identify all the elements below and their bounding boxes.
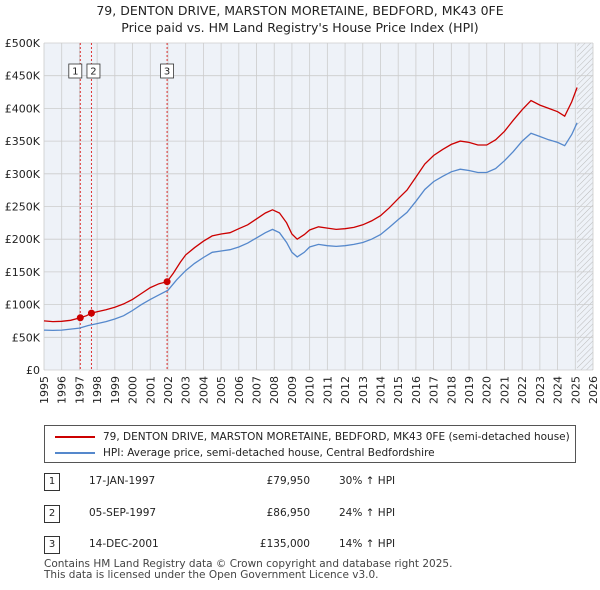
annotation-label: 3 <box>164 67 170 78</box>
table-row: 3 14-DEC-2001 £135,000 14% ↑ HPI <box>44 536 464 556</box>
y-tick-label: £450K <box>5 70 41 83</box>
annotation-box <box>68 63 83 79</box>
x-tick-label: 2004 <box>197 376 210 404</box>
x-tick-label: 2021 <box>498 376 511 404</box>
y-tick-label: £150K <box>5 266 41 279</box>
transaction-date: 17-JAN-1997 <box>89 475 156 487</box>
x-tick-label: 2010 <box>304 376 317 404</box>
x-tick-label: 1998 <box>91 376 104 404</box>
footer-attribution: Contains HM Land Registry data © Crown c… <box>44 559 452 581</box>
transaction-number: 2 <box>44 505 60 523</box>
x-tick-label: 2003 <box>180 376 193 404</box>
transaction-hpi: 24% ↑ HPI <box>339 507 396 519</box>
transaction-price: £86,950 <box>266 507 310 519</box>
series-line-property <box>43 87 578 323</box>
x-tick-label: 2002 <box>162 376 175 404</box>
footer-line-1: Contains HM Land Registry data © Crown c… <box>44 558 453 570</box>
price-chart: £0 £50K £100K £150K £200K £250K £300K £350K £400… <box>5 37 600 404</box>
transaction-hpi: 14% ↑ HPI <box>339 538 396 550</box>
y-tick-label: £250K <box>5 201 41 214</box>
transaction-number: 1 <box>44 473 60 491</box>
x-tick-label: 1997 <box>73 376 86 404</box>
transaction-hpi: 30% ↑ HPI <box>339 475 396 487</box>
y-tick-label: £400K <box>5 102 41 115</box>
annotation-box <box>160 63 174 79</box>
transaction-date: 14-DEC-2001 <box>89 538 159 550</box>
transaction-price: £79,950 <box>266 475 310 487</box>
x-tick-label: 1999 <box>109 376 122 404</box>
chart-title: 79, DENTON DRIVE, MARSTON MORETAINE, BED… <box>0 2 600 36</box>
sale-point <box>163 278 171 286</box>
table-row: 2 05-SEP-1997 £86,950 24% ↑ HPI <box>44 505 464 525</box>
x-tick-label: 2014 <box>374 376 387 404</box>
table-row: 1 17-JAN-1997 £79,950 30% ↑ HPI <box>44 473 464 493</box>
transaction-number: 3 <box>44 536 60 554</box>
y-tick-label: £0 <box>26 364 40 377</box>
y-tick-label: £500K <box>5 37 41 50</box>
x-tick-label: 2017 <box>428 376 441 404</box>
x-tick-label: 2020 <box>481 376 494 404</box>
x-tick-label: 2000 <box>127 376 140 404</box>
legend-label-hpi: HPI: Average price, semi-detached house,… <box>103 447 435 459</box>
x-tick-label: 2025 <box>569 376 582 404</box>
legend-item-property: 79, DENTON DRIVE, MARSTON MORETAINE, BED… <box>55 429 570 445</box>
x-tick-label: 2006 <box>233 376 246 404</box>
x-tick-label: 1995 <box>38 376 51 404</box>
x-tick-label: 2008 <box>268 376 281 404</box>
x-tick-label: 2001 <box>144 376 157 404</box>
legend-swatch-property <box>55 436 95 438</box>
legend-label-property: 79, DENTON DRIVE, MARSTON MORETAINE, BED… <box>103 431 570 443</box>
y-tick-label: £50K <box>12 331 41 344</box>
x-tick-label: 2018 <box>445 376 458 404</box>
title-line-1: 79, DENTON DRIVE, MARSTON MORETAINE, BED… <box>96 3 504 18</box>
x-tick-label: 2011 <box>321 376 334 404</box>
legend-item-hpi: HPI: Average price, semi-detached house,… <box>55 445 435 461</box>
sale-point <box>76 314 84 322</box>
x-tick-label: 2007 <box>251 376 264 404</box>
title-line-2: Price paid vs. HM Land Registry's House … <box>121 20 479 35</box>
x-tick-label: 2005 <box>215 376 228 404</box>
y-tick-label: £200K <box>5 233 41 246</box>
x-tick-label: 2026 <box>587 376 600 404</box>
x-tick-label: 2022 <box>516 376 529 404</box>
series-line-hpi <box>43 122 578 332</box>
transaction-price: £135,000 <box>259 538 310 550</box>
x-tick-label: 2016 <box>410 376 423 404</box>
transaction-date: 05-SEP-1997 <box>89 507 157 519</box>
x-tick-label: 2013 <box>357 376 370 404</box>
x-tick-label: 2023 <box>534 376 547 404</box>
annotation-label: 1 <box>72 67 78 78</box>
footer-line-2: This data is licensed under the Open Gov… <box>44 569 379 581</box>
legend-swatch-hpi <box>55 452 95 454</box>
y-tick-label: £300K <box>5 168 41 181</box>
x-tick-label: 2009 <box>286 376 299 404</box>
x-tick-label: 2019 <box>463 376 476 404</box>
y-tick-label: £350K <box>5 135 41 148</box>
x-tick-label: 2024 <box>552 376 565 404</box>
annotation-label: 2 <box>90 67 96 78</box>
x-tick-label: 1996 <box>56 376 69 404</box>
y-tick-label: £100K <box>5 299 41 312</box>
legend: 79, DENTON DRIVE, MARSTON MORETAINE, BED… <box>44 425 576 463</box>
x-tick-label: 2012 <box>339 376 352 404</box>
sale-point <box>87 309 95 317</box>
x-tick-label: 2015 <box>392 376 405 404</box>
annotation-box <box>86 63 101 79</box>
